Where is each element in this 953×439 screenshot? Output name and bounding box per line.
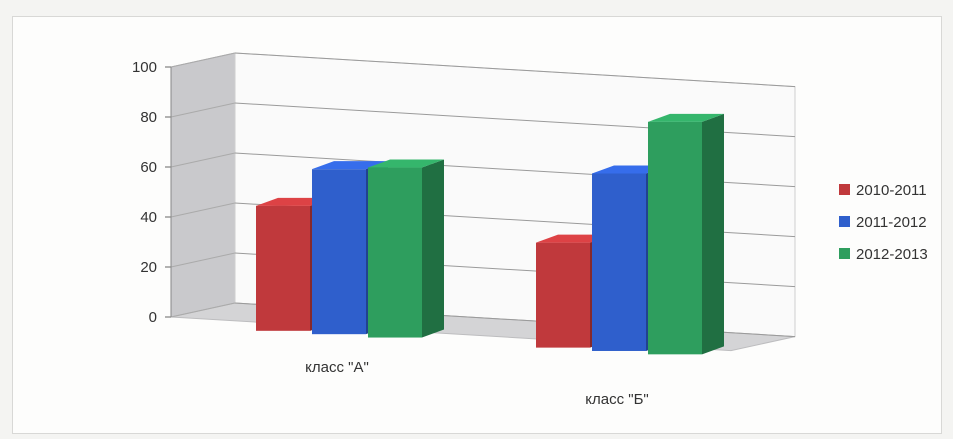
gridline-side [170, 102, 236, 118]
gridline-side [170, 52, 236, 68]
legend: 2010-2011 2011-2012 2012-2013 [839, 182, 928, 263]
gridline-side [170, 202, 236, 218]
legend-label: 2011-2012 [856, 214, 927, 231]
bar-side [422, 159, 444, 338]
legend-swatch [839, 216, 850, 227]
y-tick-label: 80 [140, 109, 157, 126]
bar-side [702, 113, 724, 355]
gridline-side [170, 302, 236, 318]
y-tick-label: 0 [149, 309, 157, 326]
legend-label: 2012-2013 [856, 246, 928, 263]
y-tick-label: 60 [140, 159, 157, 176]
bar [312, 169, 366, 335]
legend-swatch [839, 184, 850, 195]
bar-chart: 0 20 40 60 80 100 класс "А" класс "Б" 2010-201… [132, 52, 928, 408]
bar [256, 205, 310, 331]
bar-top [368, 159, 444, 168]
bar [536, 242, 590, 348]
gridline-side [170, 152, 236, 168]
category-label: класс "А" [305, 359, 369, 376]
category-label: класс "Б" [585, 391, 649, 408]
bars [256, 113, 724, 355]
side-wall [170, 52, 236, 318]
chart-frame: 0 20 40 60 80 100 класс "А" класс "Б" 2010-201… [12, 16, 942, 434]
y-tick-label: 20 [140, 259, 157, 276]
legend-label: 2010-2011 [856, 182, 927, 199]
x-axis-categories: класс "А" класс "Б" [305, 359, 649, 408]
gridline-side [170, 252, 236, 268]
y-tick-label: 40 [140, 209, 157, 226]
bar [648, 121, 702, 355]
y-tick-label: 100 [132, 59, 157, 76]
bar-top [648, 113, 724, 122]
bar [592, 173, 646, 351]
bar [368, 167, 422, 338]
y-axis-ticks: 0 20 40 60 80 100 [132, 59, 172, 326]
gridline [234, 52, 796, 88]
legend-swatch [839, 248, 850, 259]
